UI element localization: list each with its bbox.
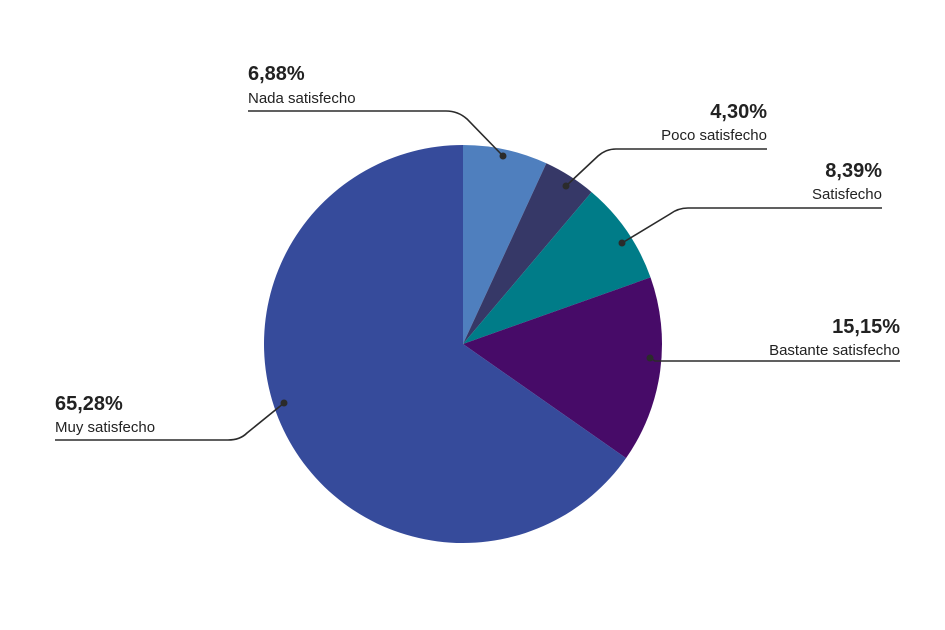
slices-layer <box>264 145 663 543</box>
pie-slice-nada-satisfecho <box>463 145 547 344</box>
leader-line-satisfecho <box>621 207 882 244</box>
label-muy-satisfecho: 65,28% Muy satisfecho <box>55 393 155 436</box>
value-label-bastante-satisfecho: 15,15% <box>832 316 900 338</box>
value-label-muy-satisfecho: 65,28% <box>55 393 123 415</box>
leader-dot-bastante-satisfecho <box>646 354 654 362</box>
label-satisfecho: 8,39% Satisfecho <box>812 160 882 203</box>
label-poco-satisfecho: 4,30% Poco satisfecho <box>661 101 767 144</box>
category-label-satisfecho: Satisfecho <box>812 186 882 203</box>
pie-slice-muy-satisfecho <box>264 145 627 543</box>
leader-dot-muy-satisfecho <box>280 399 288 407</box>
category-label-poco-satisfecho: Poco satisfecho <box>661 127 767 144</box>
value-label-satisfecho: 8,39% <box>825 160 882 182</box>
leader-dot-poco-satisfecho <box>562 182 570 190</box>
pie-slice-satisfecho <box>463 192 651 344</box>
leader-dot-satisfecho <box>618 239 626 247</box>
category-label-bastante-satisfecho: Bastante satisfecho <box>769 342 900 359</box>
leader-line-muy-satisfecho <box>55 402 285 441</box>
label-bastante-satisfecho: 15,15% Bastante satisfecho <box>769 316 900 359</box>
value-label-nada-satisfecho: 6,88% <box>248 63 305 85</box>
leader-line-poco-satisfecho <box>565 148 767 187</box>
pie-slice-poco-satisfecho <box>463 163 592 344</box>
leader-dot-nada-satisfecho <box>499 152 507 160</box>
category-label-nada-satisfecho: Nada satisfecho <box>248 90 356 107</box>
leaders-layer <box>55 110 900 441</box>
pie-slice-bastante-satisfecho <box>463 277 663 459</box>
category-label-muy-satisfecho: Muy satisfecho <box>55 419 155 436</box>
value-label-poco-satisfecho: 4,30% <box>710 101 767 123</box>
label-nada-satisfecho: 6,88% Nada satisfecho <box>248 63 356 107</box>
leader-line-nada-satisfecho <box>248 110 504 157</box>
